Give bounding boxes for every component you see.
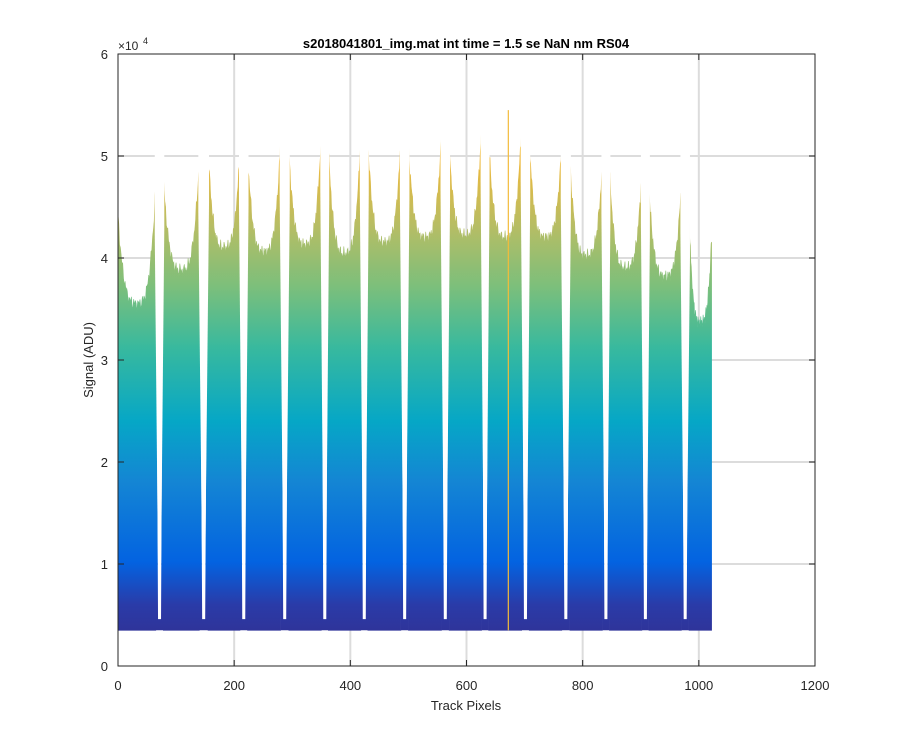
y-axis-exponent-power: 4 [143, 36, 148, 46]
valley-wedge-8 [441, 135, 450, 631]
valley-wedge-6 [360, 137, 368, 631]
y-tick-label-0: 0 [101, 659, 108, 674]
x-tick-label-5: 1000 [684, 678, 713, 693]
signal-segment-9 [448, 129, 482, 631]
valley-wedge-3 [239, 152, 248, 631]
valley-notch-1 [154, 54, 165, 618]
x-tick-label-4: 800 [572, 678, 594, 693]
valley-notch-9 [480, 54, 490, 618]
signal-segment-1 [118, 185, 157, 631]
signal-segment-4 [247, 138, 281, 631]
signal-segment-10 [488, 127, 522, 631]
signal-segment-14 [648, 189, 682, 631]
y-axis-exponent-base: ×10 [118, 39, 139, 53]
valley-notch-8 [440, 54, 451, 618]
valley-notch-6 [359, 54, 369, 618]
valley-notch-2 [198, 54, 210, 618]
signal-segment-15 [688, 206, 712, 631]
signal-segment-7 [367, 144, 402, 631]
data-series [118, 54, 712, 631]
y-tick-label-6: 6 [101, 47, 108, 62]
chart-title: s2018041801_img.mat int time = 1.5 se Na… [303, 36, 630, 51]
y-tick-label-1: 1 [101, 557, 108, 572]
valley-wedge-12 [602, 163, 610, 631]
x-tick-label-2: 400 [339, 678, 361, 693]
valley-wedge-13 [641, 173, 649, 631]
y-tick-label-3: 3 [101, 353, 108, 368]
valley-notch-5 [320, 54, 330, 618]
valley-notch-12 [601, 54, 611, 618]
valley-wedge-2 [199, 150, 209, 631]
valley-notch-14 [680, 54, 690, 618]
valley-wedge-5 [321, 135, 329, 631]
signal-segment-5 [288, 128, 322, 631]
signal-segment-12 [569, 156, 603, 631]
valley-wedge-9 [481, 127, 489, 631]
valley-wedge-7 [400, 142, 409, 631]
valley-wedge-1 [155, 178, 164, 631]
valley-wedge-11 [561, 145, 570, 631]
valley-wedge-10 [521, 125, 530, 631]
signal-segment-3 [207, 149, 241, 631]
x-tick-label-6: 1200 [801, 678, 830, 693]
y-tick-label-2: 2 [101, 455, 108, 470]
valley-notch-11 [560, 54, 571, 618]
signal-segment-13 [609, 170, 643, 631]
valley-notch-4 [279, 54, 290, 618]
valley-wedge-14 [681, 184, 689, 631]
signal-segment-11 [528, 143, 563, 631]
valley-notch-10 [520, 54, 531, 618]
x-tick-label-0: 0 [114, 678, 121, 693]
axis-ticks: 0 200 400 600 800 1000 1200 0 1 2 3 4 5 6 [101, 47, 830, 693]
signal-segment-8 [408, 137, 442, 631]
y-tick-label-4: 4 [101, 251, 108, 266]
y-tick-label-5: 5 [101, 149, 108, 164]
x-tick-label-1: 200 [223, 678, 245, 693]
y-axis-label: Signal (ADU) [81, 322, 96, 398]
valley-notch-7 [399, 54, 410, 618]
valley-wedge-4 [280, 140, 289, 631]
x-axis-label: Track Pixels [431, 698, 502, 713]
signal-segment-2 [163, 165, 200, 631]
x-tick-label-3: 600 [456, 678, 478, 693]
valley-notch-13 [640, 54, 650, 618]
valley-notch-3 [238, 54, 249, 618]
signal-segment-6 [328, 135, 362, 631]
